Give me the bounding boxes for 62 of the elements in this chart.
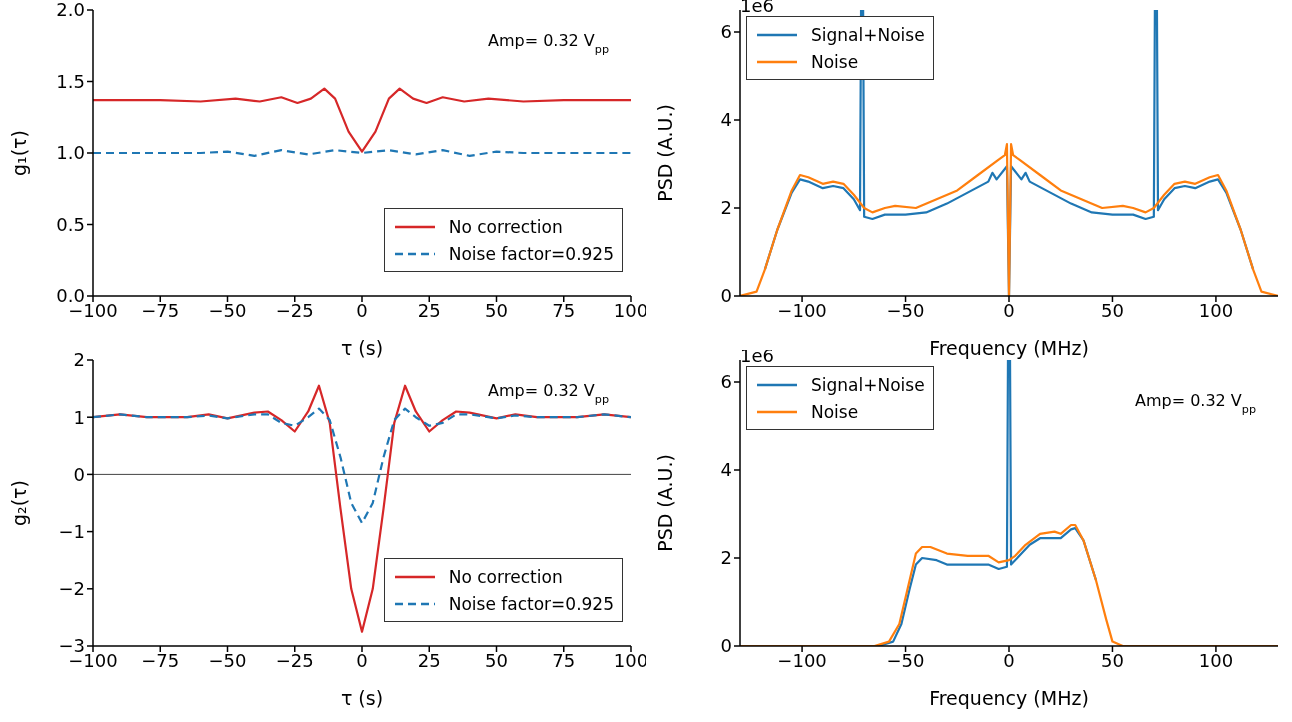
legend-label: Noise factor=0.925 (448, 593, 614, 614)
x-tick-label: −75 (141, 299, 180, 321)
legend-label: Noise (811, 401, 859, 422)
line-series (93, 407, 631, 525)
x-axis-title: τ (s) (340, 687, 384, 709)
y-tick-label: 2 (73, 349, 85, 371)
x-tick-label: 50 (1101, 299, 1124, 321)
x-tick-label: −50 (208, 649, 247, 671)
legend-label: No correction (448, 216, 563, 237)
annotation: Amp= 0.32 V$_{pp}$ (1134, 391, 1256, 416)
legend-label: Noise factor=0.925 (448, 243, 614, 264)
y-tick-label: 0 (720, 635, 732, 657)
x-tick-label: 100 (1198, 649, 1234, 671)
x-tick-label: 0 (356, 299, 368, 321)
y-tick-label: 1.5 (56, 70, 85, 92)
y-tick-label: 1.0 (56, 142, 85, 164)
x-axis-title: τ (s) (340, 337, 384, 359)
x-tick-label: 50 (485, 649, 508, 671)
y-tick-label: 6 (720, 371, 732, 393)
x-tick-label: −50 (886, 649, 925, 671)
annotation: Amp= 0.32 V$_{pp}$ (487, 381, 609, 406)
y-tick-label: 0.5 (56, 213, 85, 235)
legend-label: No correction (448, 566, 563, 587)
y-axis-title: g₁(τ) (8, 130, 30, 176)
y-tick-label: −1 (58, 520, 85, 542)
x-tick-label: −25 (275, 649, 314, 671)
x-tick-label: −75 (141, 649, 180, 671)
x-tick-label: 50 (485, 299, 508, 321)
annotation: Amp= 0.32 V$_{pp}$ (487, 31, 609, 56)
x-tick-label: 0 (1003, 299, 1015, 321)
y-tick-label: 1 (73, 406, 85, 428)
x-tick-label: −25 (275, 299, 314, 321)
x-tick-label: 50 (1101, 649, 1124, 671)
line-series (93, 87, 631, 153)
x-tick-label: 25 (417, 299, 441, 321)
x-tick-label: −50 (886, 299, 925, 321)
y-tick-label: 2.0 (56, 0, 85, 21)
x-axis-title: Frequency (MHz) (929, 337, 1089, 359)
y-tick-label: 6 (720, 21, 732, 43)
x-tick-label: 75 (552, 299, 576, 321)
x-tick-label: 100 (1198, 299, 1234, 321)
y-tick-label: −2 (58, 578, 85, 600)
y-tick-label: 2 (720, 197, 732, 219)
x-tick-label: 0 (356, 649, 368, 671)
x-tick-label: 0 (1003, 649, 1015, 671)
y-tick-label: 2 (720, 547, 732, 569)
x-tick-label: −100 (777, 649, 827, 671)
y-tick-label: 0 (720, 285, 732, 307)
y-tick-label: 0 (73, 463, 85, 485)
x-tick-label: −50 (208, 299, 247, 321)
x-tick-label: −100 (777, 299, 827, 321)
y-axis-title: PSD (A.U.) (654, 104, 676, 202)
x-tick-label: 75 (552, 649, 576, 671)
y-tick-label: 4 (720, 459, 732, 481)
x-axis-title: Frequency (MHz) (929, 687, 1089, 709)
x-tick-label: 25 (417, 649, 441, 671)
legend-label: Signal+Noise (811, 374, 925, 395)
y-axis-title: PSD (A.U.) (654, 454, 676, 552)
legend-label: Signal+Noise (811, 24, 925, 45)
legend-label: Noise (811, 51, 859, 72)
y-tick-label: 4 (720, 109, 732, 131)
y-axis-title: g₂(τ) (8, 480, 30, 526)
